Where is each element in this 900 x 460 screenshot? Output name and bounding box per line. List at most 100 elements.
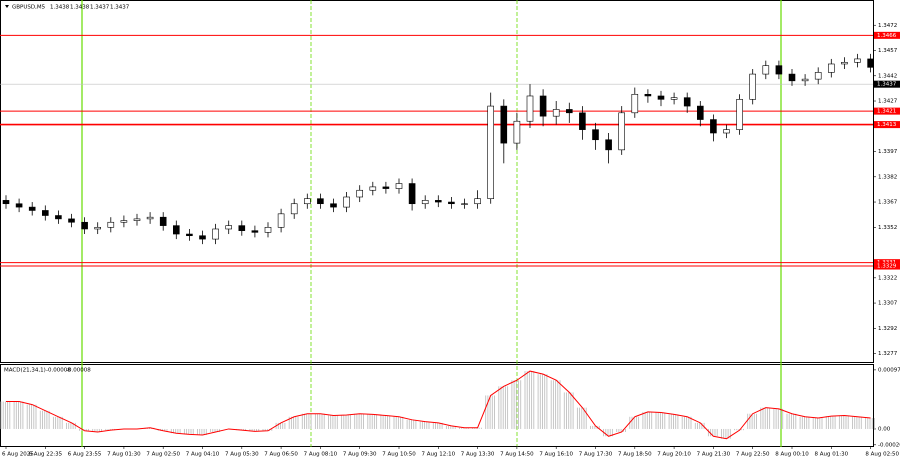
x-tick-label: 7 Aug 16:10 xyxy=(539,452,573,458)
candle-body xyxy=(670,97,678,100)
level-label: 1.3329 xyxy=(877,264,897,270)
candle-body xyxy=(539,95,547,117)
candle-body xyxy=(303,198,311,205)
candle-body xyxy=(434,200,442,203)
candle-body xyxy=(212,228,219,240)
header-value: 1.3437 xyxy=(90,5,110,11)
x-tick-label: 7 Aug 06:50 xyxy=(264,452,298,458)
y-tick-label: 1.3397 xyxy=(878,149,898,155)
y-tick-label: 0.00097 xyxy=(878,367,900,373)
candle-body xyxy=(736,99,743,130)
candle-body xyxy=(448,201,455,205)
candle-body xyxy=(159,216,167,226)
y-tick-label: 1.3277 xyxy=(878,351,898,357)
x-tick-label: 8 Aug 00:10 xyxy=(775,452,809,458)
menu-arrow xyxy=(5,5,9,8)
candle-body xyxy=(552,109,560,117)
candle-body xyxy=(749,73,757,100)
x-tick-label: 7 Aug 20:10 xyxy=(657,452,691,458)
candle-body xyxy=(605,139,612,151)
macd-value: -0.00008 xyxy=(46,368,71,374)
x-tick-label: 7 Aug 17:30 xyxy=(579,452,613,458)
candle-body xyxy=(330,203,337,208)
x-tick-label: 7 Aug 22:50 xyxy=(736,452,770,458)
x-tick-label: 7 Aug 18:50 xyxy=(618,452,652,458)
x-tick-label: 6 Aug 23:55 xyxy=(68,452,102,458)
candle-body xyxy=(369,186,377,191)
candle-body xyxy=(317,198,324,205)
candle-body xyxy=(173,225,180,235)
y-tick-label: 1.3427 xyxy=(878,99,898,105)
x-tick-label: 7 Aug 04:10 xyxy=(186,452,220,458)
x-tick-label: 7 Aug 08:10 xyxy=(304,452,338,458)
y-tick-label: 1.3367 xyxy=(878,200,898,206)
candle-body xyxy=(841,61,848,65)
candle-body xyxy=(775,65,783,75)
candle-body xyxy=(28,206,36,211)
x-tick-label: 7 Aug 12:10 xyxy=(422,452,456,458)
price-frame xyxy=(0,0,874,363)
candle-body xyxy=(461,203,468,205)
x-tick-label: 7 Aug 05:30 xyxy=(225,452,259,458)
candle-body xyxy=(382,186,390,189)
candle-body xyxy=(290,203,298,215)
candle-body xyxy=(487,105,495,199)
candle-body xyxy=(343,196,350,208)
candle-body xyxy=(2,200,10,205)
candle-body xyxy=(81,221,88,230)
level-label-bg xyxy=(874,121,900,129)
level-label-bg xyxy=(874,107,900,115)
macd-frame xyxy=(0,364,874,447)
x-tick-label: 7 Aug 14:50 xyxy=(500,452,534,458)
candle-body xyxy=(199,235,206,240)
level-label: 1.3413 xyxy=(877,122,897,128)
y-tick-label: 1.3442 xyxy=(878,73,897,79)
candle-body xyxy=(186,233,193,237)
candle-body xyxy=(657,95,665,100)
candle-body xyxy=(683,97,691,107)
candle-body xyxy=(788,73,796,82)
candle-body xyxy=(238,225,246,231)
candle-body xyxy=(15,203,23,208)
candle-body xyxy=(120,220,128,223)
header-value: 1.3437 xyxy=(110,5,130,11)
x-tick-label: 6 Aug 2025 xyxy=(2,452,34,458)
candle-body xyxy=(395,183,403,189)
candle-body xyxy=(696,105,704,120)
y-tick-label: 1.3322 xyxy=(878,275,897,281)
candle-body xyxy=(408,183,416,205)
y-tick-label: -0.00026 xyxy=(878,442,900,448)
x-tick-label: 8 Aug 01:30 xyxy=(815,452,849,458)
level-label: 1.3421 xyxy=(877,109,896,115)
x-tick-label: 7 Aug 10:50 xyxy=(382,452,416,458)
candle-body xyxy=(251,230,259,233)
candle-body xyxy=(277,213,285,228)
candle-body xyxy=(631,93,639,114)
candle-body xyxy=(723,129,730,134)
x-tick-label: 6 Aug 22:35 xyxy=(29,452,63,458)
x-tick-label: 7 Aug 01:30 xyxy=(107,452,141,458)
macd-title: MACD(21,34,1) xyxy=(4,368,46,374)
x-tick-label: 7 Aug 13:30 xyxy=(461,452,495,458)
level-label-bg xyxy=(874,31,900,39)
header-value: 1.3438 xyxy=(50,5,70,11)
y-tick-label: 1.3382 xyxy=(878,174,897,180)
y-tick-label: 1.3292 xyxy=(878,326,897,332)
x-tick-label: 7 Aug 09:30 xyxy=(343,452,377,458)
candle-body xyxy=(421,200,429,205)
x-tick-label: 7 Aug 02:50 xyxy=(146,452,180,458)
candle-body xyxy=(854,58,861,63)
candle-body xyxy=(500,105,508,144)
candle-body xyxy=(133,218,141,221)
signal-line xyxy=(6,370,871,440)
level-label-bg xyxy=(874,262,900,270)
candle-body xyxy=(644,93,652,97)
candle-body xyxy=(94,227,101,230)
candle-body xyxy=(565,109,573,114)
candle-body xyxy=(592,129,599,141)
candle-body xyxy=(107,221,115,228)
candle-body xyxy=(356,189,364,198)
candle-body xyxy=(225,225,232,230)
y-tick-label: 0.00 xyxy=(878,426,891,432)
candle-body xyxy=(827,63,835,73)
